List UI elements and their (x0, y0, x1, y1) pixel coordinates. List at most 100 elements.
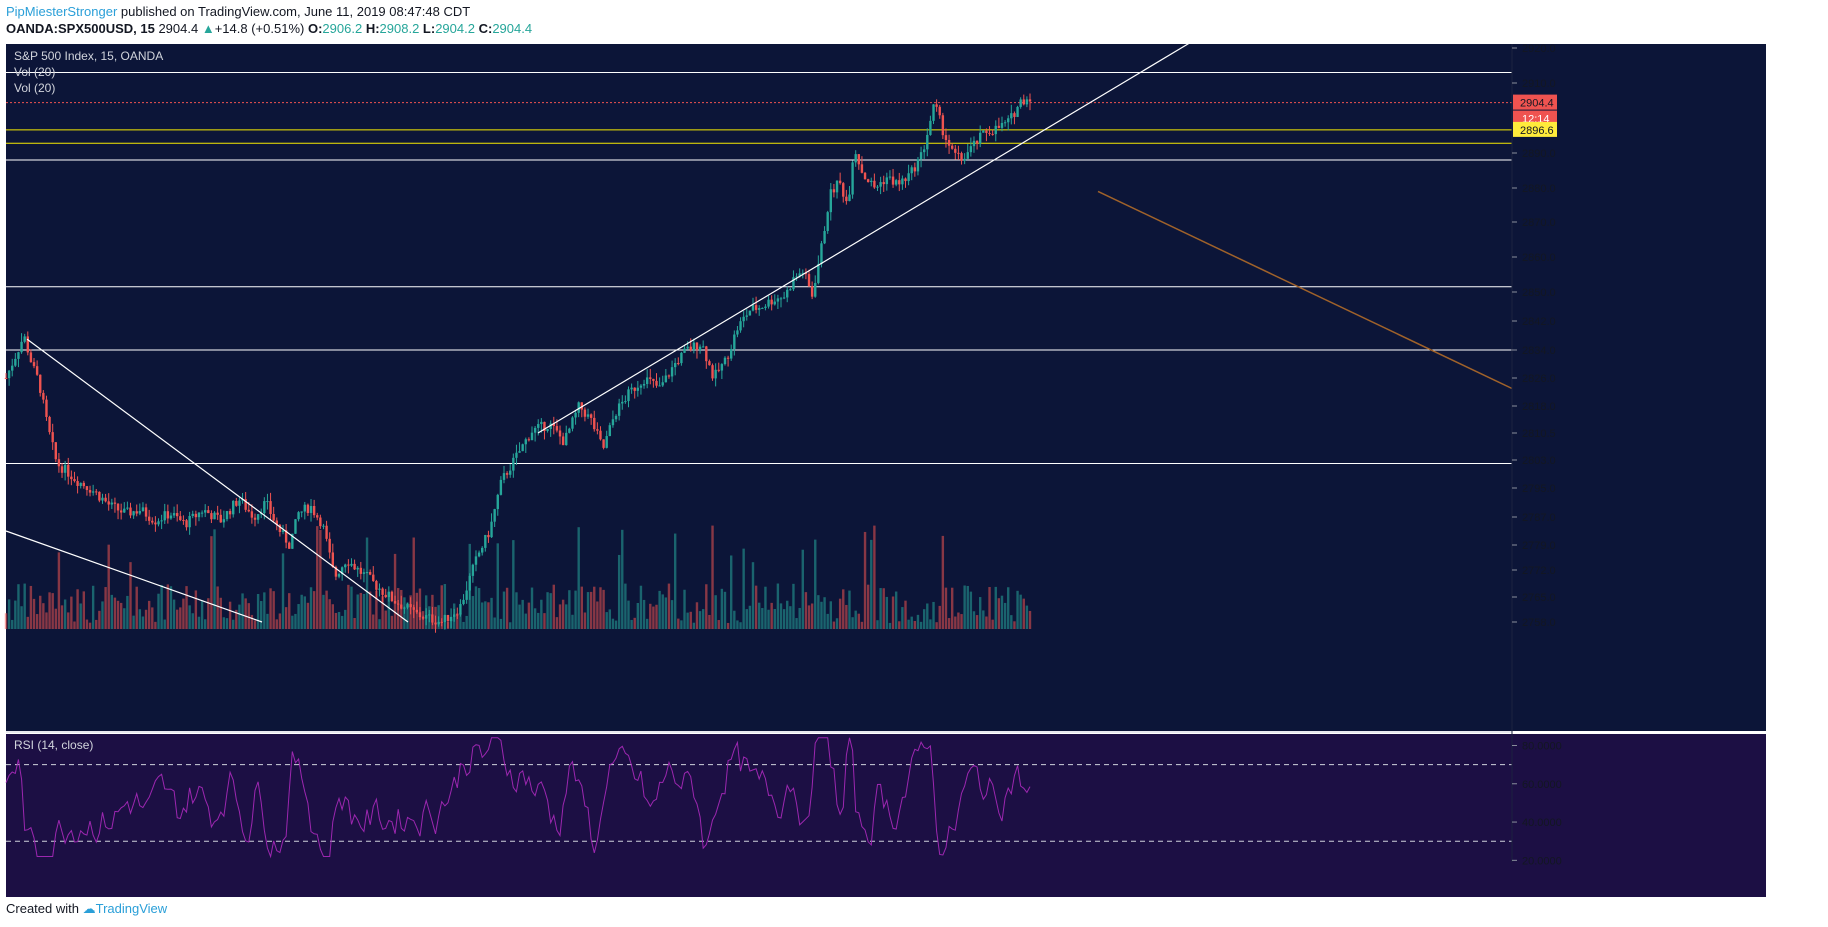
volume-bar (568, 590, 571, 629)
candle-body (421, 617, 425, 619)
candle-body (537, 424, 540, 428)
candle-body (894, 180, 898, 185)
candle-body (876, 186, 879, 188)
candle-body (179, 516, 182, 521)
candle-body (70, 476, 73, 480)
volume-bar (1007, 587, 1010, 629)
candle-body (786, 289, 789, 298)
volume-bar (42, 603, 45, 629)
candle-body (804, 272, 808, 275)
price-axis: 2920.0 2910.0 2890.0 2880.0 2870.0 2860.0 2850… (1511, 43, 1562, 867)
projection-line (1097, 190, 1513, 390)
volume-bar (677, 618, 680, 629)
horizontal-levels (6, 72, 1512, 464)
volume-bar (60, 605, 64, 629)
volume-bar (294, 613, 297, 629)
candle-body (705, 346, 708, 362)
candle-body (157, 521, 160, 525)
volume-bar (322, 594, 325, 629)
candle-body (129, 507, 132, 516)
candle-body (611, 419, 615, 426)
candle-body (42, 392, 45, 400)
volume-bar (207, 598, 210, 629)
candle-body (935, 104, 938, 107)
price-tick-label: 2842.0 (1522, 316, 1556, 328)
volume-bar (95, 619, 98, 629)
price-tick-label: 2826.0 (1522, 373, 1556, 385)
author-link[interactable]: PipMiesterStronger (6, 4, 118, 19)
candle-body (4, 378, 8, 379)
candle-body (113, 502, 117, 504)
volume-bar (247, 603, 250, 629)
volume-bar (129, 562, 132, 629)
candle-body (110, 502, 114, 505)
volume-bar (88, 622, 92, 629)
volume-bar (505, 587, 509, 629)
candle-body (147, 516, 151, 521)
volume-bar (281, 553, 285, 629)
volume-bar (658, 590, 661, 629)
candle-body (312, 505, 316, 516)
candle-body (944, 135, 948, 141)
volume-bar (11, 619, 14, 629)
candle-body (138, 511, 142, 514)
volume-bar (154, 621, 157, 629)
volume-bar (1016, 590, 1019, 629)
volume-bar (636, 603, 640, 629)
volume-bar (107, 544, 110, 629)
candle-body (213, 512, 216, 520)
volume-bar (63, 599, 67, 629)
volume-bar (745, 609, 748, 629)
volume-bar (748, 605, 752, 629)
volume-bar (384, 610, 387, 629)
volume-bar (160, 585, 163, 629)
volume-bar (720, 588, 724, 629)
lower-falling-trend-line (5, 530, 263, 623)
candle-body (135, 511, 138, 514)
volume-bar (29, 585, 33, 629)
candle-body (126, 507, 129, 509)
volume-legend-2: Vol (20) (14, 81, 55, 95)
volume-bar (110, 594, 114, 629)
volume-bar (1013, 621, 1016, 629)
price-tick-label: 2870.0 (1522, 217, 1556, 229)
volume-bar (770, 602, 773, 629)
candle-body (670, 367, 674, 377)
volume-bar (512, 540, 515, 629)
candle-body (658, 385, 661, 387)
candle-body (244, 499, 247, 510)
volume-bar (596, 601, 599, 629)
candle-body (238, 500, 241, 506)
candle-body (630, 387, 633, 390)
chart-canvas[interactable]: 2920.0 2910.0 2890.0 2880.0 2870.0 2860.0 2850… (0, 40, 1828, 897)
candle-body (901, 178, 904, 185)
volume-bar (288, 593, 291, 629)
volume-bar (14, 600, 17, 629)
volume-bar (135, 586, 138, 629)
tradingview-brand-link[interactable]: TradingView (95, 901, 168, 916)
volume-bar (916, 614, 920, 629)
candle-body (982, 130, 985, 133)
candle-body (288, 542, 291, 549)
candle-body (375, 581, 378, 590)
candle-body (356, 567, 359, 570)
volume-bar (820, 601, 823, 629)
candle-body (1025, 99, 1029, 105)
candle-body (207, 510, 210, 514)
volume-bar (477, 588, 481, 629)
volume-bar (842, 589, 845, 629)
volume-bar (642, 599, 646, 629)
volume-bar (4, 613, 8, 629)
candle-body (141, 507, 145, 512)
candle-body (281, 530, 285, 533)
candle-body (617, 403, 621, 416)
candle-body (782, 297, 786, 299)
volume-bar (334, 612, 338, 629)
price-tick-label: 2803.0 (1522, 455, 1556, 467)
volume-bar (589, 591, 593, 629)
candle-body (530, 432, 534, 441)
volume-bar (950, 587, 954, 629)
tradingview-logo-icon[interactable]: ☁ (82, 901, 96, 916)
volume-bar (51, 593, 54, 629)
candle-body (116, 503, 120, 511)
